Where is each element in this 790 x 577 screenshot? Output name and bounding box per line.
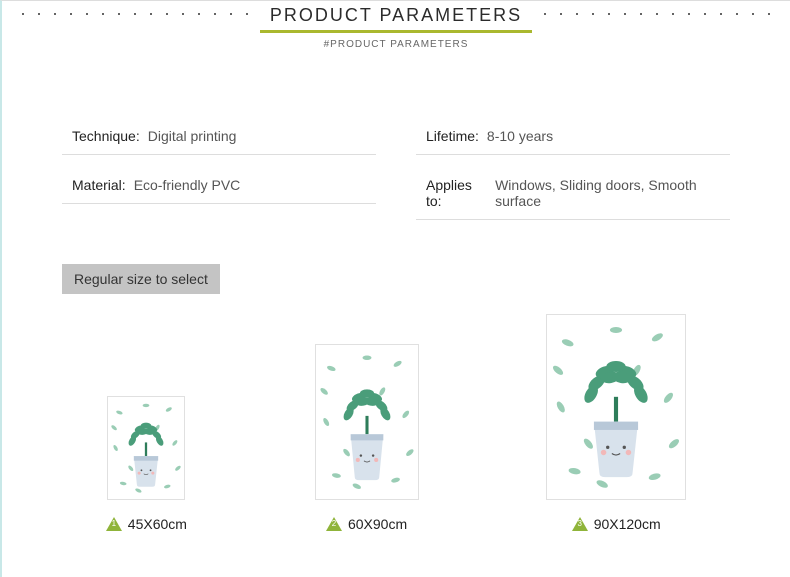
- size-number: 1: [110, 519, 118, 528]
- size-options: 1 45X60cm 2 60X90cm 3 90X120cm: [2, 314, 790, 532]
- param-row: Lifetime: 8-10 years: [416, 120, 730, 155]
- page-header: PRODUCT PARAMETERS #PRODUCT PARAMETERS: [2, 1, 790, 50]
- param-row: Material: Eco-friendly PVC: [62, 169, 376, 204]
- size-label: 2 60X90cm: [326, 516, 407, 532]
- size-option: 2 60X90cm: [315, 344, 419, 532]
- parameters-table: Technique: Digital printing Material: Ec…: [2, 50, 790, 234]
- size-thumbnail: [107, 396, 185, 500]
- param-value: Windows, Sliding doors, Smooth surface: [495, 177, 730, 209]
- param-value: Digital printing: [148, 128, 237, 144]
- size-text: 60X90cm: [348, 516, 407, 532]
- size-thumbnail: [315, 344, 419, 500]
- size-number: 2: [330, 519, 338, 528]
- size-number: 3: [576, 519, 584, 528]
- page-subtitle: #PRODUCT PARAMETERS: [2, 39, 790, 50]
- triangle-icon: 3: [572, 517, 588, 531]
- size-option: 1 45X60cm: [106, 396, 187, 532]
- parameters-column-left: Technique: Digital printing Material: Ec…: [62, 120, 376, 234]
- size-text: 90X120cm: [594, 516, 661, 532]
- size-option: 3 90X120cm: [546, 314, 686, 532]
- triangle-icon: 1: [106, 517, 122, 531]
- size-label: 3 90X120cm: [572, 516, 661, 532]
- param-value: Eco-friendly PVC: [134, 177, 241, 193]
- size-thumbnail: [546, 314, 686, 500]
- param-row: Applies to: Windows, Sliding doors, Smoo…: [416, 169, 730, 220]
- triangle-icon: 2: [326, 517, 342, 531]
- size-section-heading: Regular size to select: [62, 264, 220, 294]
- param-label: Material:: [72, 177, 126, 193]
- param-label: Applies to:: [426, 177, 487, 209]
- page-title: PRODUCT PARAMETERS: [260, 5, 532, 33]
- parameters-column-right: Lifetime: 8-10 years Applies to: Windows…: [416, 120, 730, 234]
- param-row: Technique: Digital printing: [62, 120, 376, 155]
- size-label: 1 45X60cm: [106, 516, 187, 532]
- param-value: 8-10 years: [487, 128, 553, 144]
- param-label: Technique:: [72, 128, 140, 144]
- param-label: Lifetime:: [426, 128, 479, 144]
- size-text: 45X60cm: [128, 516, 187, 532]
